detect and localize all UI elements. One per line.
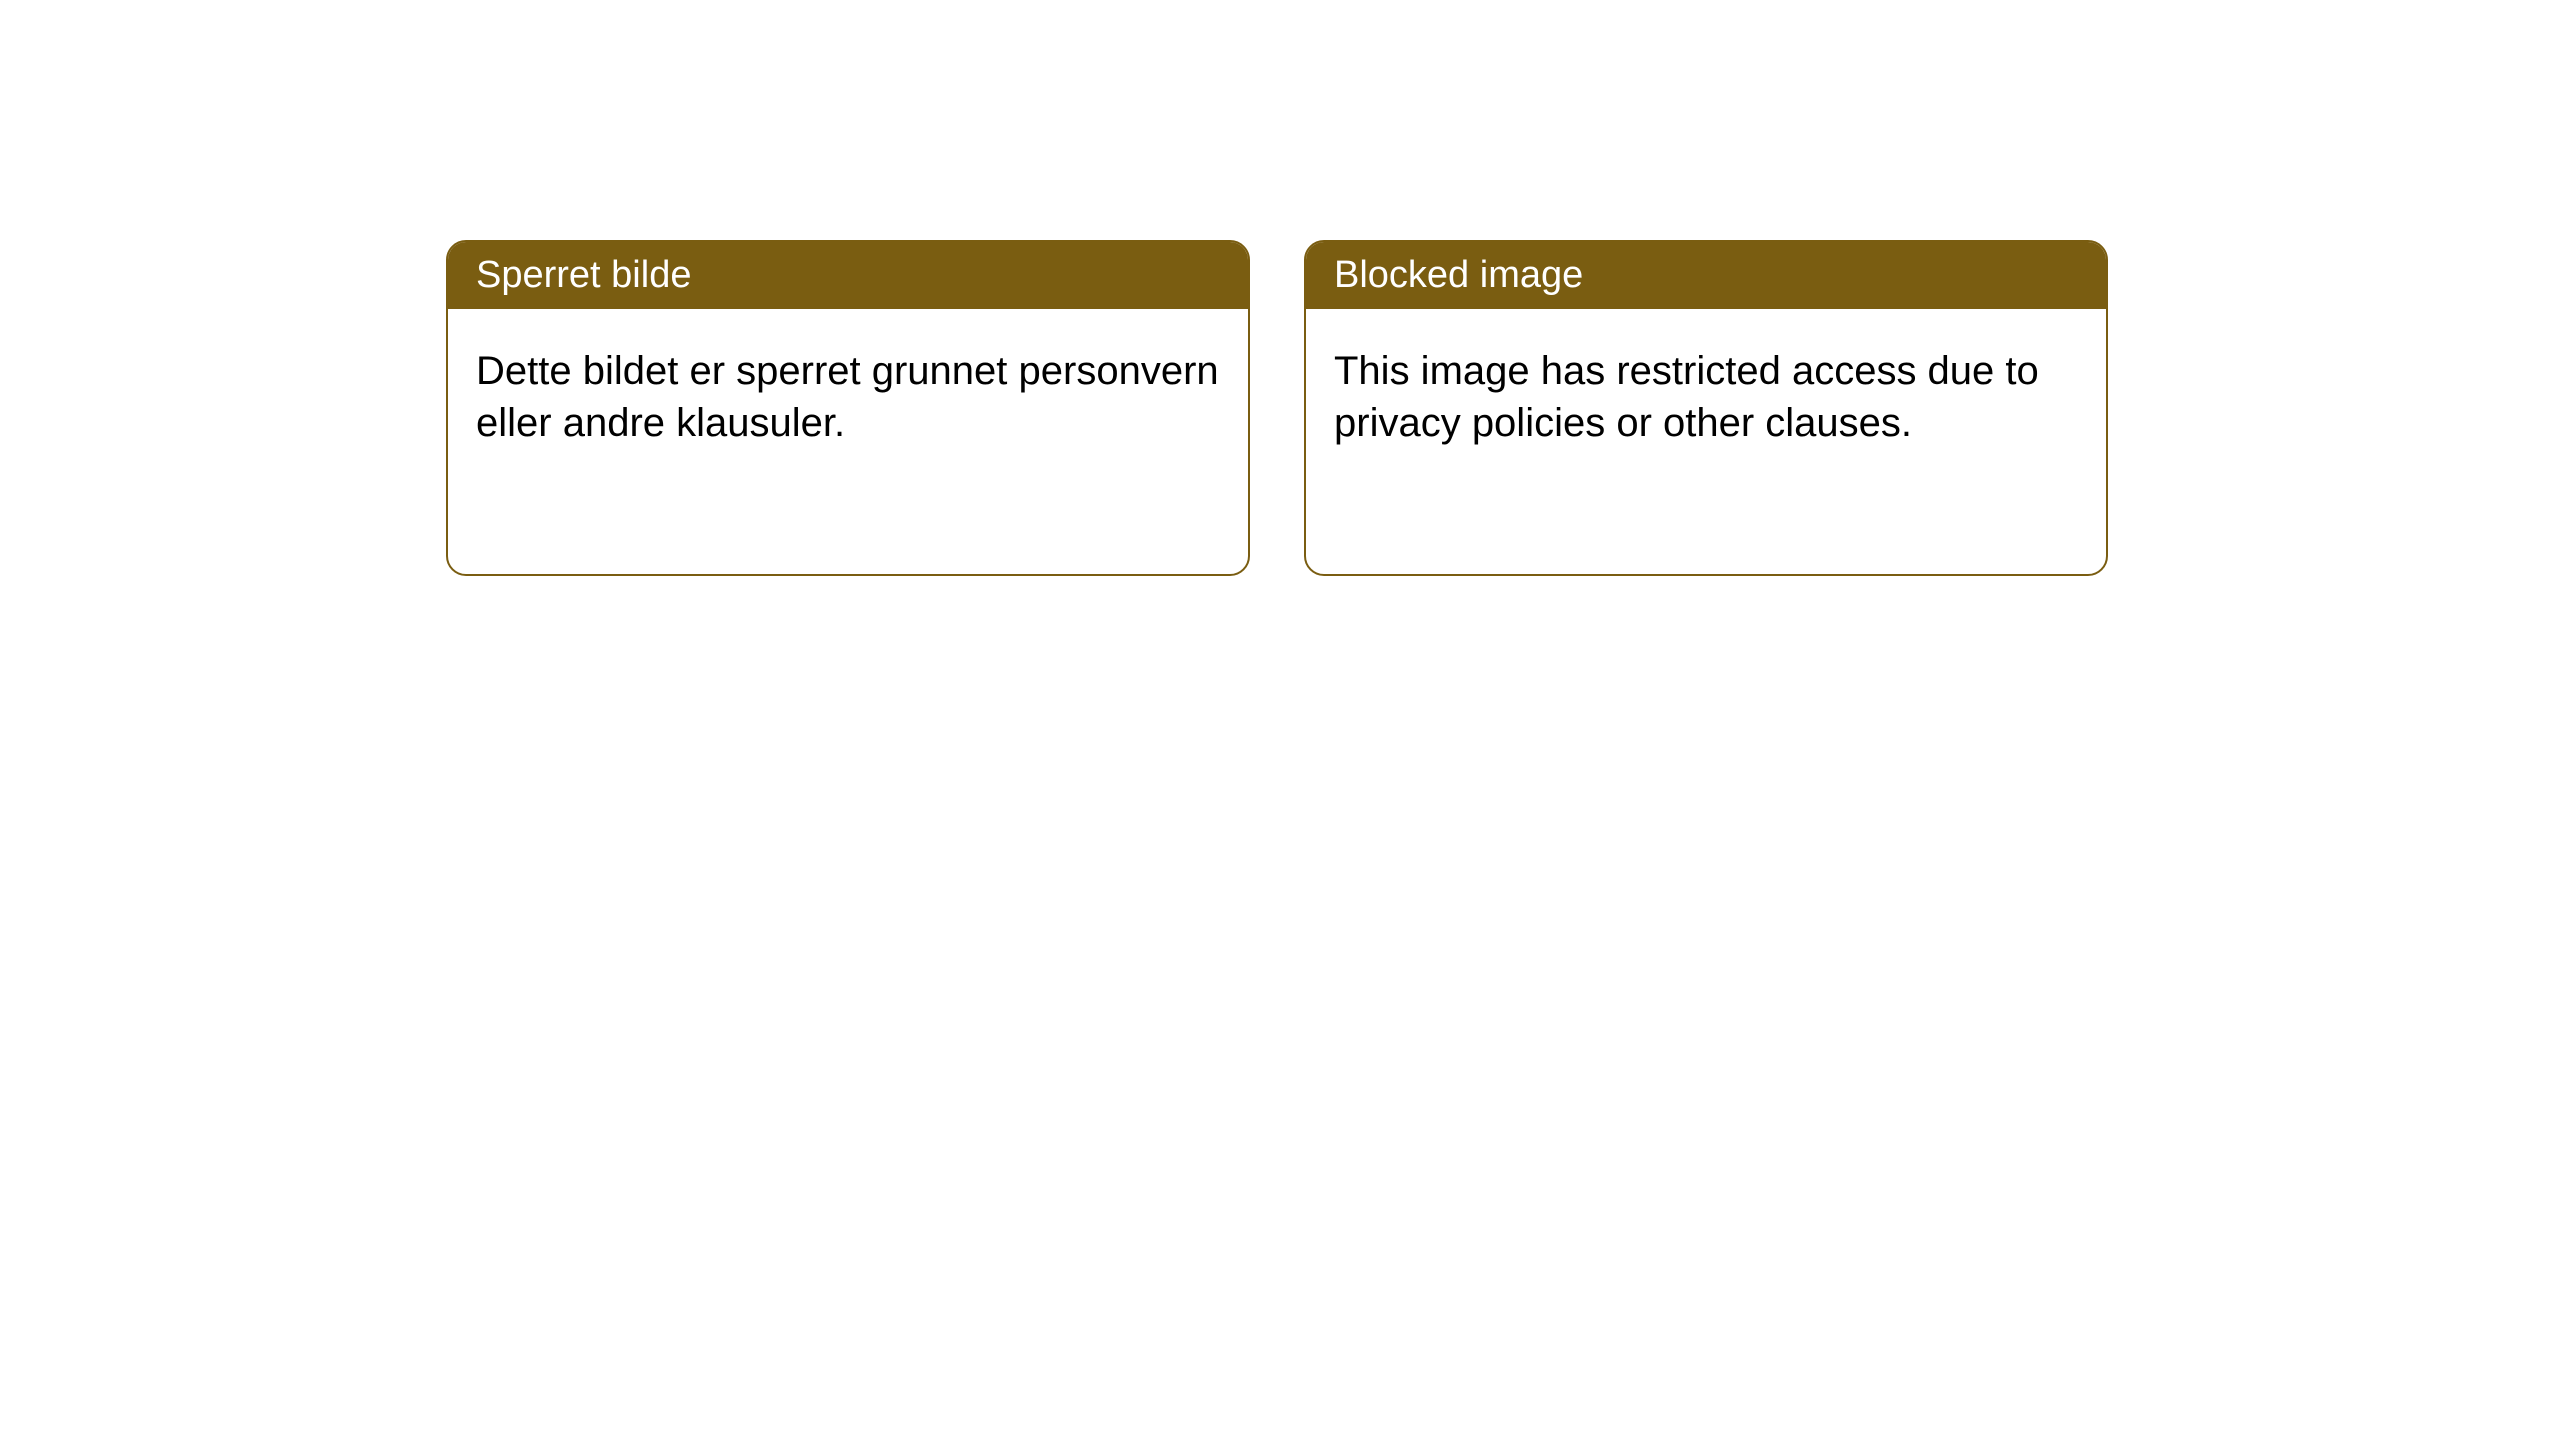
card-body-text: This image has restricted access due to … — [1334, 349, 2039, 445]
blocked-image-card-english: Blocked image This image has restricted … — [1304, 240, 2108, 576]
cards-container: Sperret bilde Dette bildet er sperret gr… — [0, 0, 2560, 576]
card-header: Blocked image — [1306, 242, 2106, 309]
card-body-text: Dette bildet er sperret grunnet personve… — [476, 349, 1219, 445]
blocked-image-card-norwegian: Sperret bilde Dette bildet er sperret gr… — [446, 240, 1250, 576]
card-header-text: Blocked image — [1334, 254, 1583, 296]
card-body: This image has restricted access due to … — [1306, 309, 2106, 485]
card-body: Dette bildet er sperret grunnet personve… — [448, 309, 1248, 485]
card-header-text: Sperret bilde — [476, 254, 691, 296]
card-header: Sperret bilde — [448, 242, 1248, 309]
